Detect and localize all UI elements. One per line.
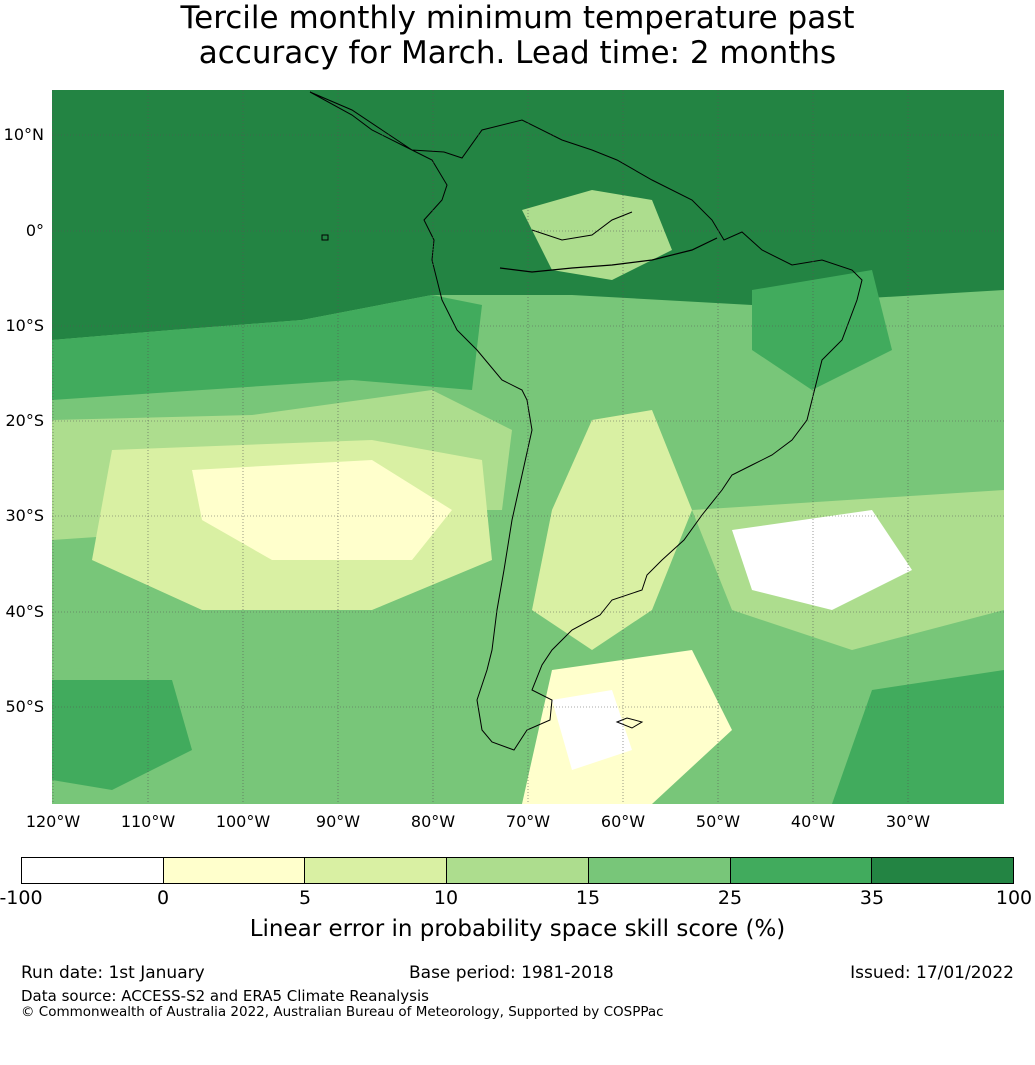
orinoco-river (531, 211, 633, 241)
south-america-coastline (309, 91, 863, 751)
lat-label: 0° (25, 221, 44, 240)
colorbar-tick: 100 (995, 887, 1033, 909)
issued-date: Issued: 17/01/2022 (850, 963, 1014, 983)
chart-title-line2: accuracy for March. Lead time: 2 months (198, 35, 837, 71)
amazon-river (499, 237, 718, 273)
ocean-skill-band-southwest (52, 680, 192, 790)
colorbar (21, 857, 1014, 884)
colorbar-label: Linear error in probability space skill … (249, 916, 786, 942)
chart-title-line1: Tercile monthly minimum temperature past (180, 0, 855, 36)
skill-score-map (52, 90, 1004, 804)
lon-label: 100°W (215, 812, 271, 831)
lon-label: 60°W (600, 812, 646, 831)
land-skill-band-interior (532, 410, 692, 650)
land-skill-band-patagonia-lowest (552, 690, 632, 770)
data-source: Data source: ACCESS-S2 and ERA5 Climate … (21, 987, 429, 1005)
lat-label: 20°S (5, 411, 44, 430)
lon-label: 110°W (120, 812, 176, 831)
graticule (52, 90, 1004, 804)
colorbar-tick: 15 (575, 887, 601, 909)
run-date: Run date: 1st January (21, 963, 205, 983)
lon-label: 120°W (25, 812, 81, 831)
colorbar-tick: 0 (156, 887, 170, 909)
lat-label: 10°S (5, 316, 44, 335)
lon-label: 90°W (315, 812, 361, 831)
colorbar-tick: -100 (0, 887, 43, 909)
galapagos-islands (321, 234, 329, 241)
ocean-skill-band-southeast (832, 670, 1004, 804)
land-skill-band-north (522, 190, 672, 280)
colorbar-segment (447, 858, 589, 883)
colorbar-segment (872, 858, 1014, 883)
lon-label: 30°W (885, 812, 931, 831)
colorbar-tick: 5 (298, 887, 312, 909)
colorbar-segment (305, 858, 448, 883)
lat-label: 10°N (3, 125, 44, 144)
lat-label: 50°S (5, 697, 44, 716)
colorbar-tick: 10 (433, 887, 459, 909)
colorbar-tick: 25 (717, 887, 743, 909)
lon-label: 40°W (790, 812, 836, 831)
ocean-skill-band-lowest (192, 460, 452, 560)
colorbar-segment (22, 858, 164, 883)
lat-label: 40°S (5, 602, 44, 621)
colorbar-segment (588, 858, 731, 883)
lon-label: 70°W (505, 812, 551, 831)
lon-label: 50°W (695, 812, 741, 831)
base-period: Base period: 1981-2018 (409, 963, 614, 983)
falkland-islands (615, 717, 644, 729)
colorbar-segment (730, 858, 873, 883)
colorbar-tick: 35 (859, 887, 885, 909)
ocean-skill-band-atlantic-lowest (732, 510, 912, 610)
lat-label: 30°S (5, 506, 44, 525)
copyright: © Commonwealth of Australia 2022, Austra… (21, 1004, 664, 1020)
colorbar-segment (163, 858, 306, 883)
ocean-skill-band-upper (52, 295, 482, 400)
lon-label: 80°W (410, 812, 456, 831)
